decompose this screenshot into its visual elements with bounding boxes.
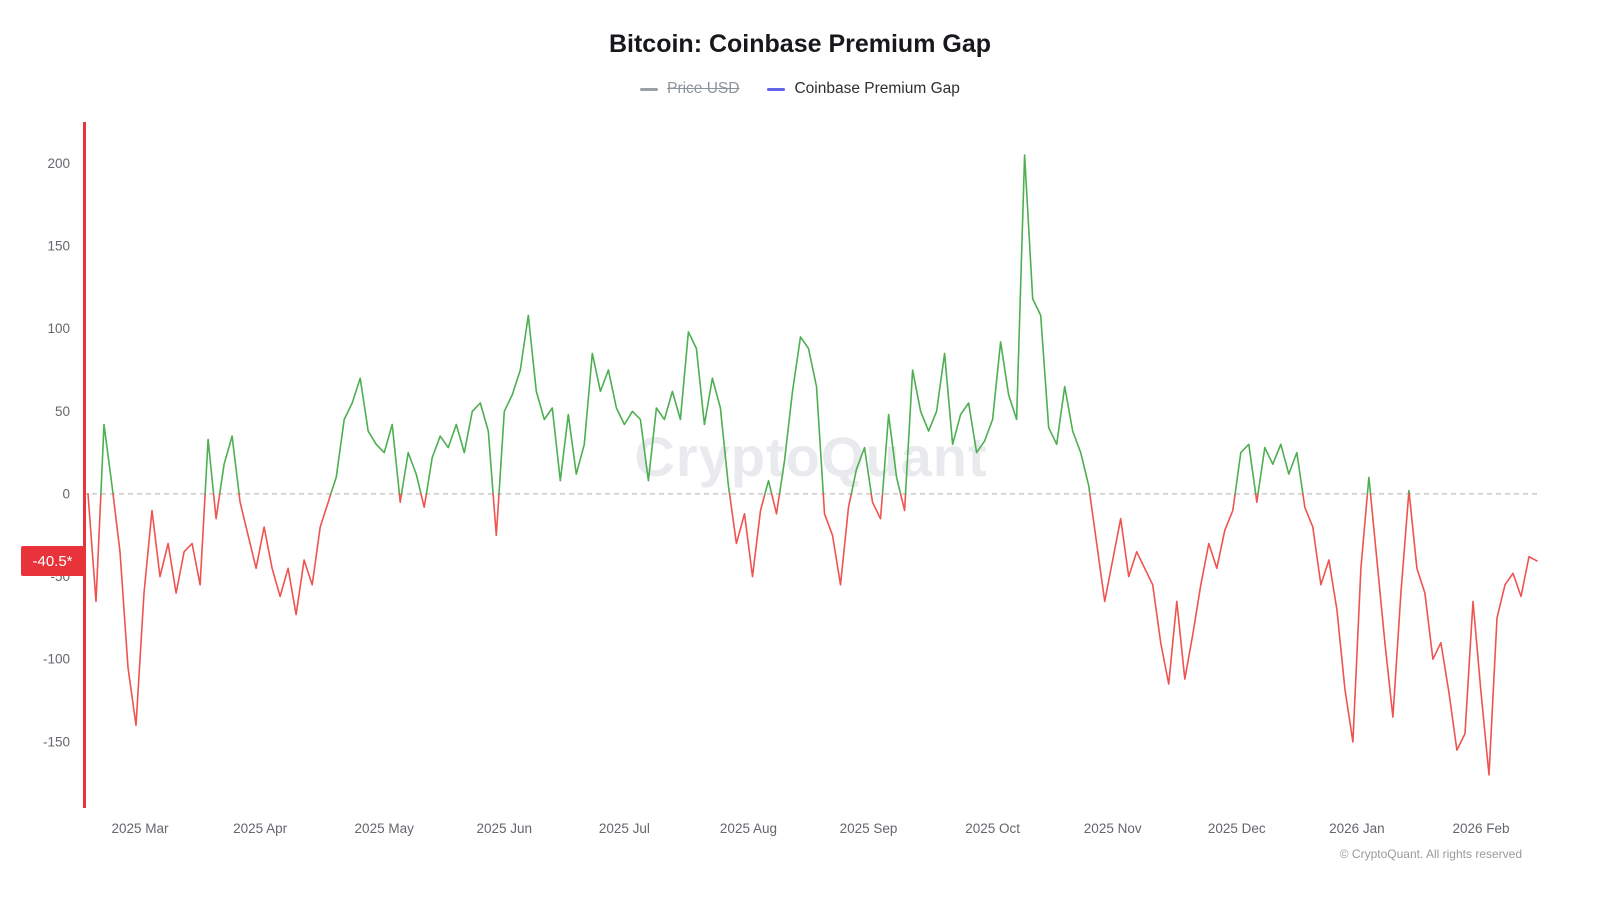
y-tick-label: 200 <box>47 156 70 171</box>
premium-gap-line-segment <box>1302 493 1369 743</box>
premium-gap-line-segment <box>822 493 853 586</box>
price-usd-dash-icon <box>640 87 659 91</box>
y-tick-label: 100 <box>47 321 70 336</box>
legend: Price USD Coinbase Premium Gap <box>0 77 1600 101</box>
y-tick-label: 50 <box>55 404 70 419</box>
premium-gap-line-segment <box>1257 443 1304 495</box>
x-tick-label: 2025 Sep <box>840 821 898 836</box>
premium-gap-line-segment <box>1234 443 1257 495</box>
x-tick-label: 2025 Oct <box>965 821 1020 836</box>
y-tick-label: 0 <box>62 486 70 501</box>
x-tick-label: 2026 Feb <box>1452 821 1509 836</box>
premium-gap-line-segment <box>870 493 884 520</box>
premium-gap-line-segment <box>204 438 215 495</box>
premium-gap-line-segment <box>218 435 240 495</box>
legend-label-coinbase-premium-gap: Coinbase Premium Gap <box>794 80 960 97</box>
premium-gap-line-segment <box>899 493 907 512</box>
premium-gap-line-segment <box>1089 493 1236 685</box>
premium-gap-line-segment <box>400 451 422 495</box>
x-tick-label: 2025 May <box>355 821 415 836</box>
x-tick-label: 2025 Apr <box>233 821 288 836</box>
legend-item-coinbase-premium-gap[interactable]: Coinbase Premium Gap <box>767 80 960 98</box>
chart-title: Bitcoin: Coinbase Premium Gap <box>608 30 991 58</box>
premium-gap-line-segment <box>238 493 332 616</box>
premium-gap-line-segment <box>100 423 114 495</box>
y-tick-label: -150 <box>43 734 70 749</box>
premium-gap-line-segment <box>498 314 731 495</box>
premium-gap-line-segment <box>1408 493 1538 776</box>
cryptoquant-watermark: CryptoQuant <box>634 425 988 488</box>
premium-gap-line-segment <box>850 446 873 495</box>
y-tick-label: 150 <box>47 238 70 253</box>
legend-item-price-usd[interactable]: Price USD <box>640 80 739 98</box>
premium-gap-line-segment <box>778 336 825 495</box>
premium-gap-line-segment <box>212 493 221 520</box>
premium-gap-line-segment <box>1407 489 1411 495</box>
premium-gap-line-segment <box>329 377 401 495</box>
premium-gap-line-segment <box>1369 493 1410 718</box>
premium-gap-line-segment <box>420 493 428 509</box>
premium-gap-line-segment <box>398 493 403 504</box>
x-tick-label: 2025 Nov <box>1084 821 1142 836</box>
premium-gap-line-segment <box>728 493 766 578</box>
premium-gap-line-segment <box>492 493 500 537</box>
x-tick-label: 2025 Dec <box>1208 821 1266 836</box>
premium-gap-dash-icon <box>767 87 786 91</box>
premium-gap-line-segment <box>1254 493 1259 504</box>
x-tick-label: 2025 Jun <box>477 821 533 836</box>
premium-gap-line-segment <box>770 493 781 515</box>
premium-gap-line-segment <box>425 402 494 495</box>
x-tick-label: 2025 Aug <box>720 821 777 836</box>
x-tick-label: 2026 Jan <box>1329 821 1385 836</box>
x-tick-label: 2025 Mar <box>112 821 170 836</box>
copyright-text: © CryptoQuant. All rights reserved <box>1339 847 1522 861</box>
legend-label-price-usd: Price USD <box>667 80 740 97</box>
premium-gap-line-segment <box>881 413 902 495</box>
premium-gap-line-segment <box>112 493 206 727</box>
premium-gap-line-segment <box>87 493 102 603</box>
last-value-badge: -40.5* <box>21 546 84 576</box>
premium-gap-line-segment <box>904 154 1091 495</box>
premium-gap-line-segment <box>1366 476 1372 495</box>
premium-gap-line-segment <box>764 479 773 495</box>
y-tick-label: -100 <box>43 652 70 667</box>
x-tick-label: 2025 Jul <box>599 821 650 836</box>
